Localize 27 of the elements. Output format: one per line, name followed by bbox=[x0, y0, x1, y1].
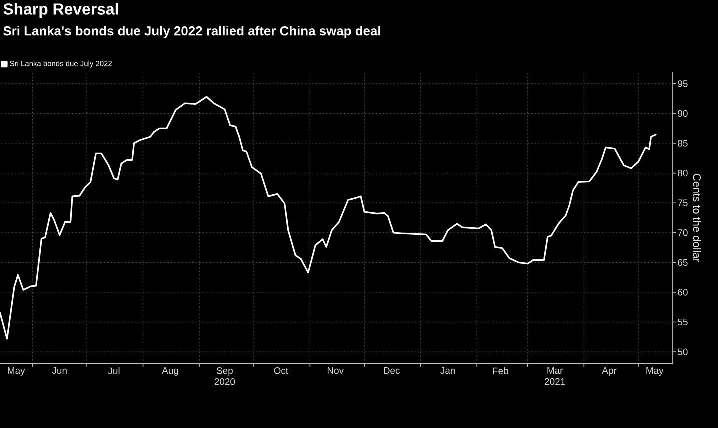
x-tick-label: Mar 2021 bbox=[545, 368, 566, 386]
x-tick-label: Jul bbox=[108, 368, 120, 374]
y-axis-title: Cents to the dollar bbox=[693, 174, 702, 262]
x-tick-label: Nov bbox=[328, 368, 344, 374]
x-tick-label: Jan bbox=[440, 368, 456, 374]
y-tick-label: 85 bbox=[678, 140, 688, 147]
x-tick-label: Feb bbox=[493, 368, 508, 374]
y-tick-label: 65 bbox=[678, 259, 688, 266]
x-tick-label: May bbox=[646, 368, 664, 376]
x-tick-label: Jun bbox=[52, 368, 67, 374]
x-tick-label: Oct bbox=[274, 368, 288, 374]
y-tick-label: 70 bbox=[678, 230, 688, 236]
x-tick-label: May bbox=[8, 368, 26, 376]
x-tick-label: Apr bbox=[602, 368, 617, 376]
y-tick-label: 75 bbox=[678, 200, 688, 206]
chart-title: Sharp Reversal bbox=[4, 3, 118, 18]
x-tick-label: Sep 2020 bbox=[214, 368, 236, 386]
x-tick-label: Dec bbox=[384, 368, 400, 374]
y-tick-label: 95 bbox=[678, 80, 688, 88]
y-tick-label: 55 bbox=[678, 318, 688, 326]
x-tick-label: Aug bbox=[162, 368, 178, 376]
chart-subtitle: Sri Lanka's bonds due July 2022 rallied after China swap deal bbox=[4, 26, 380, 38]
line-series bbox=[0, 96, 658, 340]
y-tick-label: 60 bbox=[678, 289, 688, 296]
y-tick-label: 50 bbox=[678, 348, 688, 356]
y-tick-label: 90 bbox=[678, 110, 688, 118]
y-tick-label: 80 bbox=[678, 170, 688, 177]
